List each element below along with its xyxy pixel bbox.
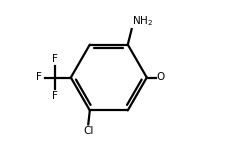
Text: F: F	[52, 54, 58, 64]
Text: F: F	[36, 73, 42, 82]
Text: O: O	[156, 73, 164, 82]
Text: NH$_2$: NH$_2$	[132, 14, 153, 28]
Text: F: F	[52, 91, 58, 101]
Text: Cl: Cl	[83, 126, 93, 136]
